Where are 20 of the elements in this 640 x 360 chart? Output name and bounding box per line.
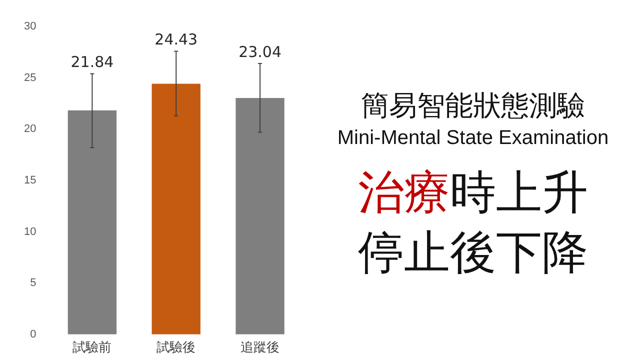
text: 治療時上升 [357,164,589,221]
y-tick-label: 20 [24,123,36,136]
y-tick-label: 30 [24,20,36,33]
text: 停止後下降 [357,224,589,281]
y-tick-label: 5 [30,277,36,290]
y-tick-label: 15 [24,174,36,187]
bar [68,110,117,334]
x-tick-label: 試驗前 [72,340,112,356]
text: 簡易智能狀態測驗 [360,88,586,124]
data-label: 21.84 [70,53,114,72]
text: Mini-Mental State Examination [336,126,610,151]
bar [236,98,284,334]
x-tick-label: 試驗後 [156,340,196,356]
x-tick-label: 追蹤後 [240,340,280,356]
bar [152,84,200,334]
data-label: 24.43 [154,30,198,49]
y-tick-label: 10 [24,226,36,238]
data-label: 23.04 [238,42,282,61]
y-tick-label: 25 [24,72,36,84]
y-tick-label: 0 [30,328,36,340]
